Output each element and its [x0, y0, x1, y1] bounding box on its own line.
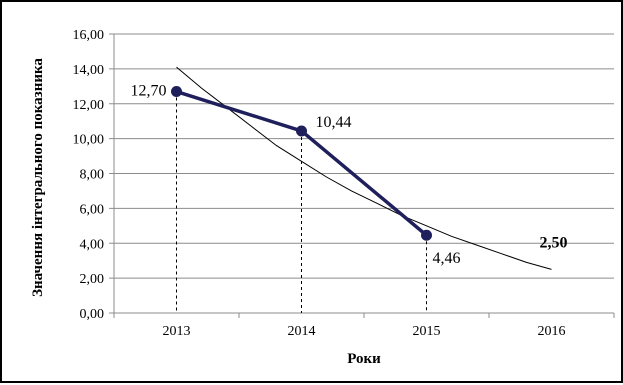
y-tick-label: 14,00	[73, 63, 105, 78]
drop-line-layer	[176, 91, 427, 313]
y-tick-label: 6,00	[80, 202, 105, 217]
forecast-value-label: 2,50	[540, 234, 568, 251]
y-tick-label: 16,00	[73, 28, 105, 43]
data-point	[296, 125, 307, 137]
series-layer	[171, 86, 432, 241]
x-tick-label: 2013	[163, 324, 191, 339]
x-tick-label: 2015	[413, 324, 441, 339]
data-label: 12,70	[131, 83, 167, 100]
axis-layer	[109, 33, 615, 318]
x-axis-title: Роки	[347, 351, 381, 367]
y-tick-label: 4,00	[80, 237, 105, 252]
y-tick-label: 12,00	[73, 98, 105, 113]
y-tick-label: 10,00	[73, 133, 105, 148]
grid-layer	[114, 33, 614, 279]
y-tick-label: 2,00	[80, 272, 105, 287]
data-point	[421, 229, 432, 241]
trend-layer	[176, 66, 552, 270]
y-tick-label: 0,00	[80, 307, 105, 322]
x-tick-label: 2016	[538, 324, 566, 339]
data-label: 4,46	[433, 250, 461, 267]
x-tick-label: 2014	[288, 324, 316, 339]
data-label: 10,44	[316, 114, 352, 131]
trend-line	[176, 66, 552, 270]
data-point	[171, 86, 182, 98]
label-layer: 0,00 2,00 4,00 6,00 8,00 10,00 12,00 14,00 16,00…	[73, 28, 568, 339]
y-tick-label: 8,00	[80, 168, 105, 183]
y-axis-title: Значення інтегрального показника	[30, 58, 46, 297]
